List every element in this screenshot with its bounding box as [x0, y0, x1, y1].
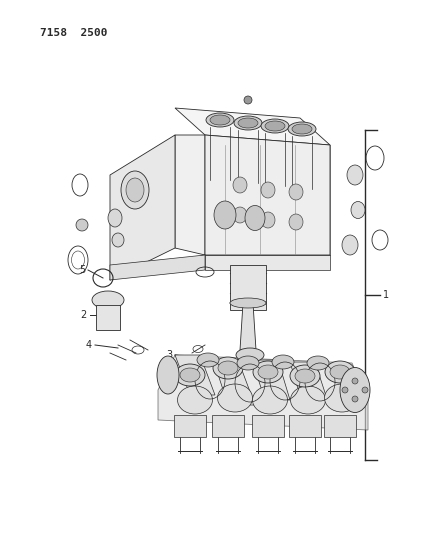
Polygon shape: [205, 135, 330, 255]
Ellipse shape: [261, 119, 289, 133]
Ellipse shape: [197, 353, 219, 367]
Text: 1: 1: [383, 290, 389, 300]
Ellipse shape: [180, 368, 200, 382]
Ellipse shape: [178, 386, 212, 414]
Ellipse shape: [157, 356, 179, 394]
Ellipse shape: [291, 386, 326, 414]
Polygon shape: [324, 415, 356, 437]
Text: 3: 3: [166, 350, 172, 360]
Ellipse shape: [330, 365, 350, 379]
Ellipse shape: [238, 118, 258, 128]
Ellipse shape: [230, 298, 266, 308]
Ellipse shape: [340, 367, 370, 413]
Polygon shape: [175, 108, 330, 145]
Ellipse shape: [265, 121, 285, 131]
Ellipse shape: [351, 201, 365, 219]
Ellipse shape: [108, 209, 122, 227]
Ellipse shape: [307, 356, 329, 370]
Ellipse shape: [292, 124, 312, 134]
Ellipse shape: [325, 361, 355, 383]
Ellipse shape: [214, 201, 236, 229]
Ellipse shape: [352, 378, 358, 384]
Text: 2: 2: [81, 310, 87, 320]
Ellipse shape: [342, 387, 348, 393]
Polygon shape: [290, 362, 328, 402]
Ellipse shape: [210, 115, 230, 125]
Ellipse shape: [258, 365, 278, 379]
Ellipse shape: [121, 171, 149, 209]
Polygon shape: [96, 305, 120, 330]
Ellipse shape: [245, 206, 265, 230]
Text: 5: 5: [79, 265, 85, 275]
Polygon shape: [110, 135, 175, 280]
Ellipse shape: [218, 361, 238, 375]
Ellipse shape: [253, 361, 283, 383]
Ellipse shape: [213, 357, 243, 379]
Ellipse shape: [253, 386, 288, 414]
Ellipse shape: [206, 113, 234, 127]
Text: 4: 4: [86, 340, 92, 350]
Ellipse shape: [233, 207, 247, 223]
Polygon shape: [252, 415, 284, 437]
Ellipse shape: [288, 122, 316, 136]
Ellipse shape: [295, 369, 315, 383]
Ellipse shape: [76, 219, 88, 231]
Ellipse shape: [289, 214, 303, 230]
Polygon shape: [212, 415, 244, 437]
Ellipse shape: [261, 182, 275, 198]
Ellipse shape: [362, 387, 368, 393]
Ellipse shape: [290, 365, 320, 387]
Ellipse shape: [92, 291, 124, 309]
Polygon shape: [230, 265, 266, 310]
Ellipse shape: [233, 177, 247, 193]
Polygon shape: [110, 255, 205, 280]
Ellipse shape: [272, 355, 294, 369]
Ellipse shape: [347, 165, 363, 185]
Polygon shape: [175, 355, 215, 395]
Ellipse shape: [175, 364, 205, 386]
Ellipse shape: [236, 348, 264, 362]
Text: 7158  2500: 7158 2500: [40, 28, 107, 38]
Polygon shape: [289, 415, 321, 437]
Polygon shape: [240, 303, 256, 350]
Polygon shape: [158, 355, 368, 430]
Ellipse shape: [324, 384, 360, 412]
Ellipse shape: [237, 356, 259, 370]
Polygon shape: [205, 255, 330, 270]
Ellipse shape: [217, 384, 253, 412]
Ellipse shape: [289, 184, 303, 200]
Ellipse shape: [126, 178, 144, 202]
Ellipse shape: [342, 235, 358, 255]
Ellipse shape: [261, 212, 275, 228]
Ellipse shape: [234, 116, 262, 130]
Ellipse shape: [112, 233, 124, 247]
Polygon shape: [174, 415, 206, 437]
Ellipse shape: [352, 396, 358, 402]
Polygon shape: [175, 135, 205, 255]
Polygon shape: [252, 360, 290, 400]
Ellipse shape: [244, 96, 252, 104]
Polygon shape: [215, 365, 255, 405]
Ellipse shape: [230, 299, 266, 307]
